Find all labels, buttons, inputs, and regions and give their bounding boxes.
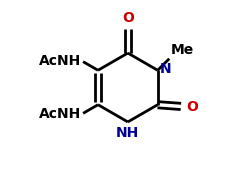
Text: Me: Me [171, 43, 194, 57]
Text: O: O [122, 11, 134, 25]
Text: O: O [186, 100, 198, 114]
Text: AcNH: AcNH [39, 107, 81, 121]
Text: AcNH: AcNH [39, 54, 81, 68]
Text: N: N [160, 62, 171, 76]
Text: NH: NH [116, 126, 139, 140]
